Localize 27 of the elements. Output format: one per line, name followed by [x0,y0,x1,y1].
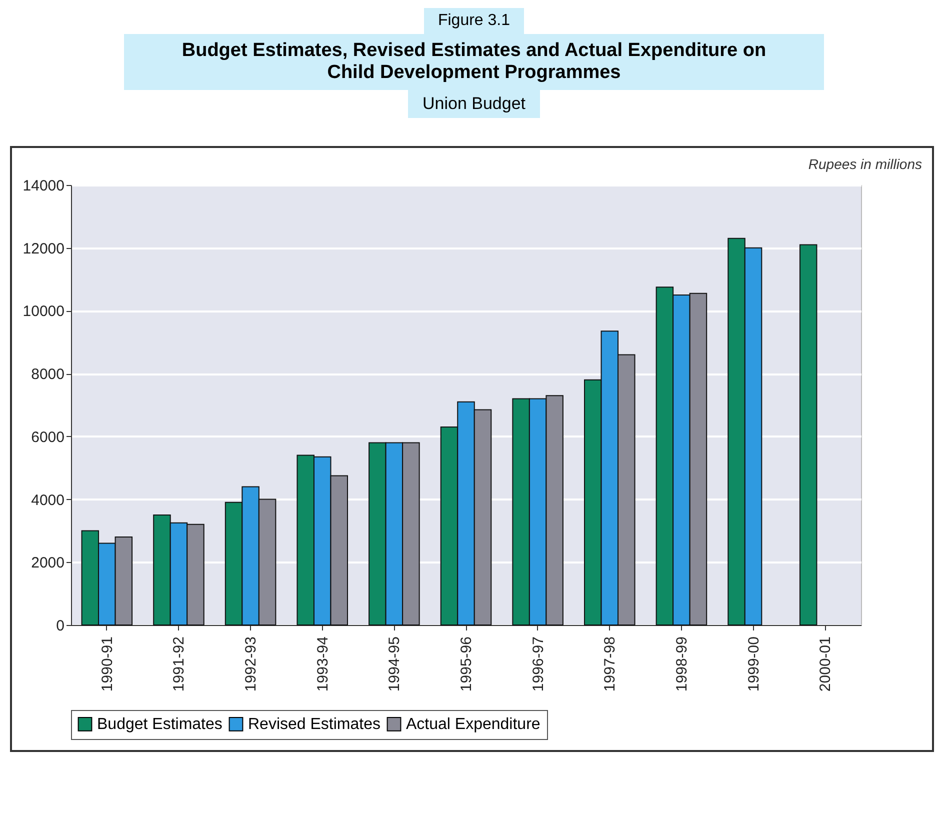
legend-label: Actual Expenditure [406,716,540,734]
x-tick-label: 1997-98 [602,636,619,692]
y-tick-label: 12000 [22,240,64,258]
x-tick-label: 1993-94 [314,636,332,692]
x-tick-label: 1991-92 [170,636,188,692]
bar [799,244,818,626]
x-tick-label: 2000-01 [817,636,834,692]
y-tick-label: 0 [56,618,64,634]
y-tick-label: 10000 [22,303,64,320]
chart-subtitle: Union Budget [408,90,540,118]
x-tick-label: 1994-95 [386,636,404,692]
x-tick-label: 1999-00 [745,636,762,692]
chart-title: Budget Estimates, Revised Estimates and Actual Expenditure on Child Development Programmes [124,34,824,90]
x-tick-label: 1998-99 [673,636,690,692]
y-tick-label: 6000 [31,428,64,446]
x-tick-label: 1990-91 [98,636,116,692]
x-tick-label: 1995-96 [458,636,475,692]
x-tick-label: 1992-93 [242,636,260,692]
text: Rupees in millions [808,156,922,172]
y-tick-label: 2000 [31,554,64,572]
x-tick-label: 1996-97 [530,636,547,692]
caption: Figure 3.1 [424,8,524,34]
y-tick-label: 4000 [31,492,64,509]
legend-label: Budget Estimates [97,716,222,734]
y-tick-label: 8000 [31,366,64,384]
y-tick-label: 14000 [22,178,64,194]
legend-label: Revised Estimates [248,716,380,734]
